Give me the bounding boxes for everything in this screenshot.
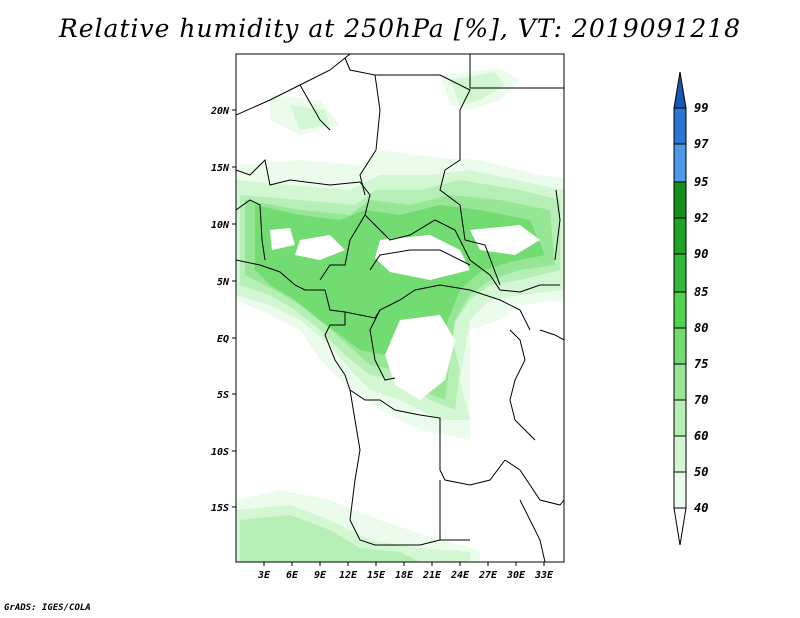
lat-label: 20N bbox=[210, 106, 230, 117]
lon-label: 21E bbox=[422, 570, 442, 581]
border-line bbox=[504, 459, 564, 506]
colorbar-label: 85 bbox=[694, 285, 708, 299]
border-line bbox=[236, 199, 266, 261]
border-line bbox=[439, 480, 470, 541]
lat-label: 15S bbox=[211, 503, 229, 514]
lat-label: 10N bbox=[211, 220, 230, 231]
colorbar-segment-60-70 bbox=[673, 399, 687, 437]
border-line bbox=[554, 189, 561, 261]
lat-label: 10S bbox=[211, 447, 229, 458]
lat-label: EQ bbox=[217, 334, 229, 345]
colorbar-label: 60 bbox=[694, 429, 708, 443]
lon-label: 27E bbox=[478, 570, 498, 581]
lon-label: 6E bbox=[286, 570, 299, 581]
lon-label: 30E bbox=[506, 570, 526, 581]
colorbar-label: 95 bbox=[694, 175, 708, 189]
colorbar-label: 75 bbox=[694, 357, 708, 371]
lat-label: 5N bbox=[217, 277, 230, 288]
border-line bbox=[299, 84, 331, 131]
border-line bbox=[236, 54, 351, 116]
colorbar-segment-85-90 bbox=[673, 253, 687, 293]
border-line bbox=[236, 158, 371, 281]
colorbar-segment-50-60 bbox=[673, 435, 687, 473]
border-line bbox=[375, 74, 501, 286]
border-line bbox=[509, 329, 536, 441]
lon-label: 33E bbox=[534, 570, 554, 581]
lon-label: 24E bbox=[450, 570, 470, 581]
longitude-axis: 3E 6E 9E 12E 15E 18E 21E 24E 27E 30E 33E bbox=[257, 562, 554, 581]
lon-label: 15E bbox=[367, 570, 386, 581]
humidity-area-60-70 bbox=[240, 515, 420, 562]
colorbar-segment-97-99 bbox=[673, 107, 687, 145]
colorbar-segment-70-75 bbox=[673, 363, 687, 401]
colorbar: 99 97 95 92 90 85 80 75 70 60 50 40 bbox=[673, 71, 709, 546]
colorbar-label: 90 bbox=[694, 247, 708, 261]
lon-label: 12E bbox=[339, 570, 358, 581]
dry-region bbox=[470, 225, 540, 255]
colorbar-segment-80-85 bbox=[673, 291, 687, 329]
lon-label: 3E bbox=[257, 570, 271, 581]
border-line bbox=[364, 214, 560, 293]
lat-label: 15N bbox=[211, 163, 230, 174]
chart-title: Relative humidity at 250hPa [%], VT: 201… bbox=[58, 14, 742, 43]
border-line bbox=[344, 57, 381, 196]
border-line bbox=[349, 389, 506, 486]
latitude-axis: 20N 15N 10N 5N EQ 5S 10S 15S bbox=[210, 106, 236, 514]
colorbar-label: 80 bbox=[694, 321, 708, 335]
colorbar-label: 97 bbox=[694, 137, 709, 151]
border-line bbox=[369, 249, 471, 271]
lon-label: 18E bbox=[395, 570, 414, 581]
border-line bbox=[469, 54, 564, 89]
colorbar-top-arrow bbox=[673, 71, 687, 109]
colorbar-label: 40 bbox=[694, 501, 708, 515]
dry-region bbox=[385, 315, 455, 400]
colorbar-label: 92 bbox=[694, 211, 708, 225]
dry-region bbox=[270, 228, 295, 250]
colorbar-bottom-arrow bbox=[673, 507, 687, 546]
border-line bbox=[236, 259, 325, 291]
border-line bbox=[349, 389, 441, 546]
border-line bbox=[369, 309, 396, 381]
colorbar-segment-90-92 bbox=[673, 217, 687, 255]
colorbar-segment-75-80 bbox=[673, 327, 687, 365]
humidity-area-50-60 bbox=[290, 105, 330, 130]
dry-region bbox=[295, 235, 345, 260]
border-line bbox=[324, 289, 351, 391]
country-borders bbox=[236, 54, 564, 562]
dry-region bbox=[478, 370, 540, 445]
colorbar-label: 99 bbox=[694, 101, 708, 115]
lat-label: 5S bbox=[217, 390, 229, 401]
colorbar-segment-95-97 bbox=[673, 143, 687, 183]
map-frame bbox=[235, 53, 565, 563]
border-line bbox=[539, 329, 564, 341]
border-line bbox=[519, 499, 546, 562]
dry-region bbox=[375, 235, 470, 280]
colorbar-segment-92-95 bbox=[673, 181, 687, 219]
colorbar-segment-40-50 bbox=[673, 471, 687, 509]
grads-credit: GrADS: IGES/COLA bbox=[4, 603, 91, 613]
colorbar-label: 70 bbox=[694, 393, 708, 407]
lon-label: 9E bbox=[314, 570, 327, 581]
humidity-shading bbox=[236, 68, 564, 562]
colorbar-label: 50 bbox=[694, 465, 708, 479]
